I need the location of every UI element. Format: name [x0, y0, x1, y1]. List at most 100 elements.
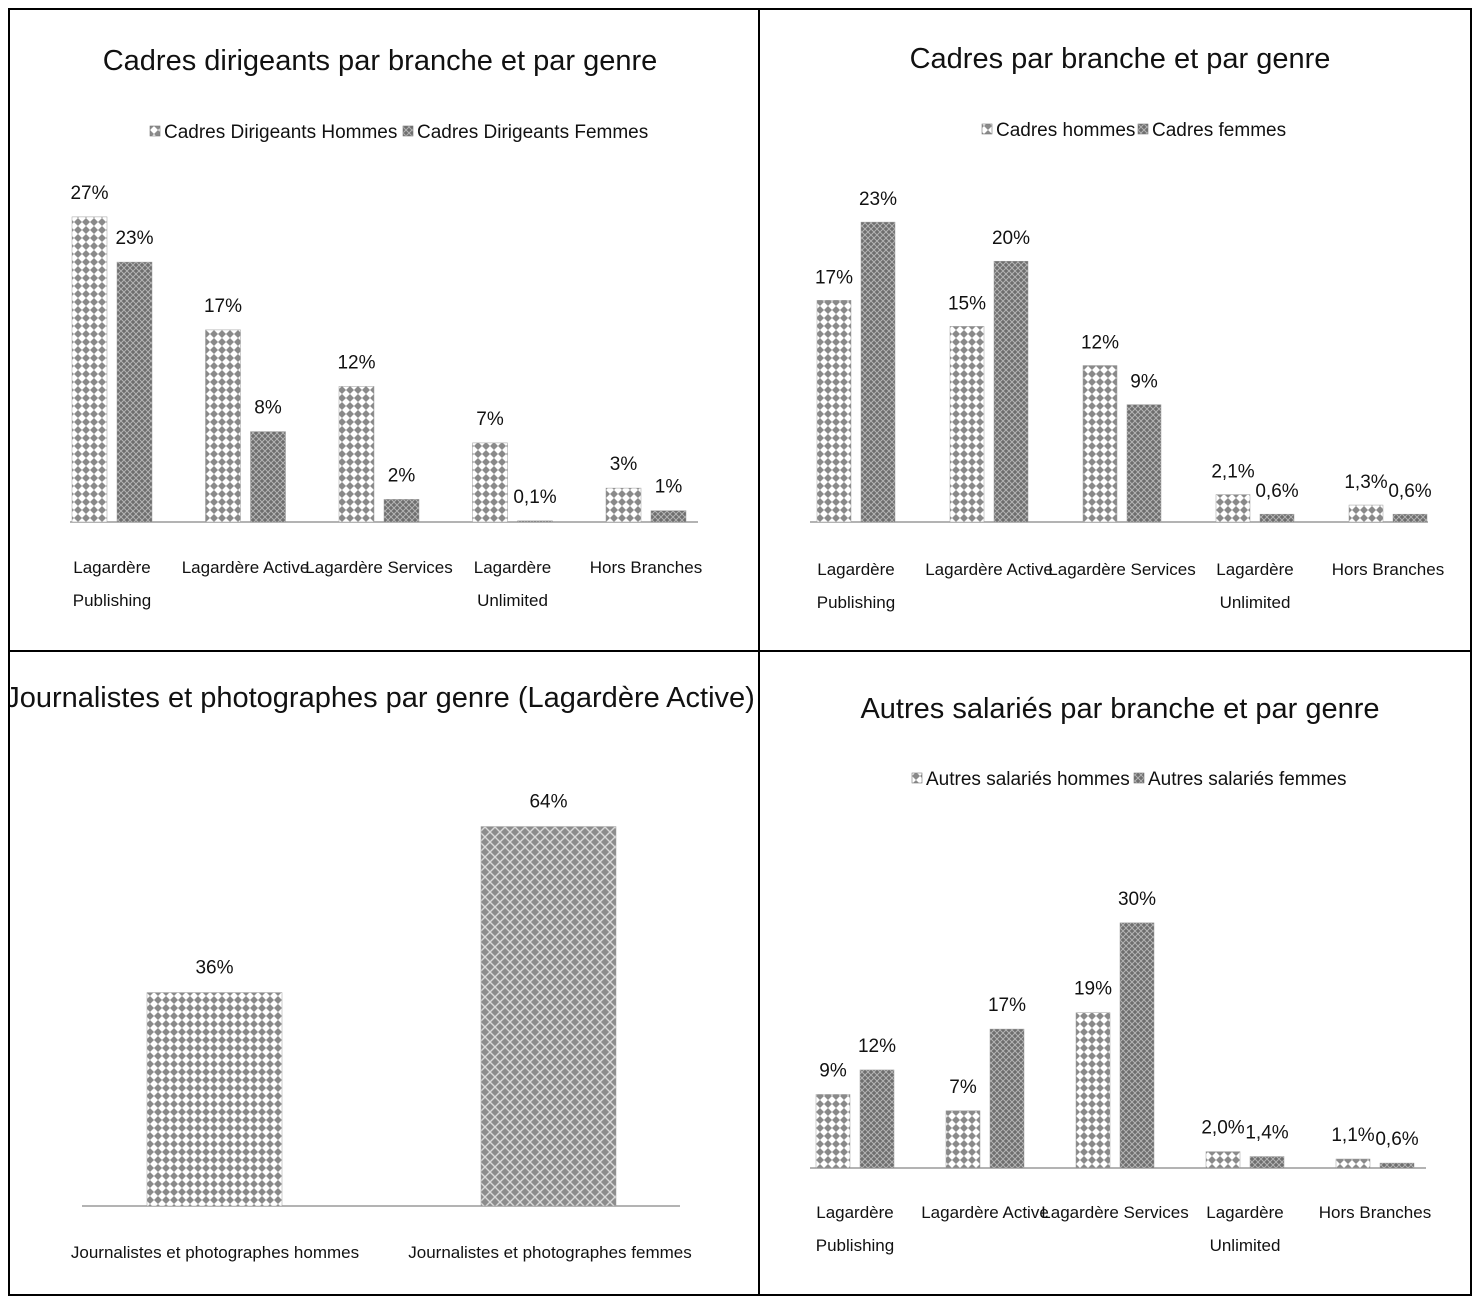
- category-label-lagardere-unlimited: Lagardère Unlimited: [474, 558, 552, 610]
- bar-cadres-femmes-lagardere-unlimited: [1259, 513, 1295, 523]
- category-label-journalistes-et-photographes-hommes: Journalistes et photographes hommes: [71, 1243, 359, 1262]
- data-label-autres-salaries-femmes-lagardere-unlimited: 1,4%: [1245, 1123, 1288, 1144]
- legend-label-cadres-hommes: Cadres hommes: [996, 120, 1135, 141]
- category-label-lagardere-publishing: Lagardère Publishing: [816, 1203, 894, 1255]
- data-label-cadres-femmes-hors-branches: 0,6%: [1388, 481, 1431, 502]
- category-label-lagardere-services: Lagardère Services: [1048, 560, 1195, 579]
- category-label-hors-branches: Hors Branches: [1319, 1203, 1431, 1222]
- legend-label-cadres-dirigeants-hommes: Cadres Dirigeants Hommes: [164, 122, 397, 143]
- bar-cadres-hommes-lagardere-active: [949, 326, 985, 523]
- bar-autres-salaries-femmes-lagardere-active: [989, 1028, 1025, 1169]
- legend-swatch-autres-salaries-hommes: [911, 772, 923, 784]
- data-label-cadres-hommes-lagardere-publishing: 17%: [815, 267, 853, 288]
- data-label-cadres-hommes-lagardere-unlimited: 2,1%: [1211, 462, 1254, 483]
- bar-autres-salaries-hommes-lagardere-services: [1075, 1012, 1111, 1169]
- bar-cadres-dirigeants-hommes-lagardere-publishing: [71, 216, 108, 523]
- bar-cadres-dirigeants-hommes-hors-branches: [605, 487, 642, 523]
- legend-label-autres-salaries-femmes: Autres salariés femmes: [1148, 769, 1347, 790]
- bar-cadres-dirigeants-femmes-hors-branches: [650, 510, 687, 523]
- category-label-hors-branches: Hors Branches: [590, 558, 702, 577]
- data-label-cadres-dirigeants-hommes-lagardere-active: 17%: [204, 296, 242, 317]
- data-label-cadres-dirigeants-hommes-lagardere-services: 12%: [337, 352, 375, 373]
- bar-cadres-hommes-lagardere-services: [1082, 365, 1118, 523]
- legend-label-cadres-dirigeants-femmes: Cadres Dirigeants Femmes: [417, 122, 648, 143]
- data-label-autres-salaries-hommes-lagardere-services: 19%: [1074, 979, 1112, 1000]
- chart-title: Autres salariés par branche et par genre: [860, 693, 1379, 725]
- frame-vertical-divider: [758, 8, 760, 1296]
- data-label-journalistes-et-photographes-hommes: 36%: [195, 958, 233, 979]
- data-label-cadres-dirigeants-hommes-hors-branches: 3%: [610, 454, 638, 475]
- category-label-lagardere-unlimited: Lagardère Unlimited: [1216, 560, 1294, 612]
- bar-cadres-hommes-lagardere-unlimited: [1215, 494, 1251, 523]
- bar-autres-salaries-hommes-lagardere-active: [945, 1110, 981, 1169]
- category-label-lagardere-unlimited: Lagardère Unlimited: [1206, 1203, 1284, 1255]
- data-label-cadres-femmes-lagardere-services: 9%: [1130, 372, 1158, 393]
- chart-panel-cadres: Cadres par branche et par genre Cadres ho…: [760, 10, 1470, 648]
- bar-cadres-dirigeants-femmes-lagardere-services: [383, 499, 420, 523]
- bar-autres-salaries-femmes-lagardere-publishing: [859, 1069, 895, 1169]
- bar-autres-salaries-femmes-hors-branches: [1379, 1162, 1415, 1169]
- legend-swatch-cadres-dirigeants-femmes: [402, 125, 414, 137]
- data-label-cadres-femmes-lagardere-unlimited: 0,6%: [1255, 481, 1298, 502]
- chart-panel-journalistes: Journalistes et photographes par genre (…: [10, 652, 756, 1296]
- bar-cadres-dirigeants-hommes-lagardere-unlimited: [472, 442, 508, 523]
- bar-cadres-femmes-lagardere-active: [993, 260, 1029, 523]
- bar-autres-salaries-hommes-lagardere-publishing: [815, 1094, 851, 1169]
- chart-panel-autres-salaries: Autres salariés par branche et par genre…: [760, 652, 1470, 1296]
- legend-swatch-cadres-dirigeants-hommes: [149, 125, 161, 137]
- chart-cadres: Cadres par branche et par genre Cadres ho…: [810, 43, 1444, 612]
- bar-autres-salaries-femmes-lagardere-services: [1119, 922, 1155, 1169]
- data-label-cadres-dirigeants-hommes-lagardere-publishing: 27%: [70, 183, 108, 204]
- chart-title: Journalistes et photographes par genre (…: [10, 682, 755, 714]
- data-label-autres-salaries-femmes-lagardere-services: 30%: [1118, 889, 1156, 910]
- category-label-lagardere-services: Lagardère Services: [1041, 1203, 1188, 1222]
- bar-cadres-dirigeants-femmes-lagardere-unlimited: [517, 520, 553, 523]
- bar-journalistes-et-photographes-femmes: [480, 826, 617, 1207]
- bar-cadres-dirigeants-hommes-lagardere-active: [205, 329, 241, 523]
- bar-autres-salaries-femmes-lagardere-unlimited: [1249, 1156, 1285, 1169]
- category-label-journalistes-et-photographes-femmes: Journalistes et photographes femmes: [408, 1243, 692, 1262]
- bar-cadres-hommes-lagardere-publishing: [816, 300, 852, 523]
- data-label-cadres-dirigeants-femmes-lagardere-active: 8%: [254, 398, 282, 419]
- chart-autres-salaries: Autres salariés par branche et par genre…: [810, 693, 1431, 1255]
- data-label-autres-salaries-femmes-hors-branches: 0,6%: [1375, 1129, 1418, 1150]
- data-label-cadres-hommes-lagardere-services: 12%: [1081, 333, 1119, 354]
- data-label-autres-salaries-hommes-lagardere-unlimited: 2,0%: [1201, 1118, 1244, 1139]
- bar-cadres-dirigeants-hommes-lagardere-services: [338, 386, 375, 523]
- data-label-autres-salaries-hommes-lagardere-active: 7%: [949, 1077, 977, 1098]
- legend-label-cadres-femmes: Cadres femmes: [1152, 120, 1286, 141]
- bar-cadres-femmes-lagardere-services: [1126, 404, 1162, 523]
- data-label-cadres-dirigeants-femmes-lagardere-services: 2%: [388, 465, 416, 486]
- chart-panel-cadres-dirigeants: Cadres dirigeants par branche et par gen…: [10, 10, 756, 648]
- chart-cadres-dirigeants: Cadres dirigeants par branche et par gen…: [70, 45, 702, 610]
- bar-autres-salaries-hommes-lagardere-unlimited: [1205, 1151, 1241, 1169]
- legend-label-autres-salaries-hommes: Autres salariés hommes: [926, 769, 1130, 790]
- data-label-cadres-dirigeants-femmes-hors-branches: 1%: [655, 477, 683, 498]
- data-label-cadres-hommes-lagardere-active: 15%: [948, 293, 986, 314]
- category-label-lagardere-active: Lagardère Active: [925, 560, 1053, 579]
- category-label-lagardere-services: Lagardère Services: [305, 558, 452, 577]
- category-label-hors-branches: Hors Branches: [1332, 560, 1444, 579]
- charts-frame: [8, 8, 1472, 1296]
- category-label-lagardere-active: Lagardère Active: [921, 1203, 1049, 1222]
- data-label-cadres-femmes-lagardere-publishing: 23%: [859, 189, 897, 210]
- data-label-cadres-dirigeants-hommes-lagardere-unlimited: 7%: [476, 409, 504, 430]
- legend-swatch-cadres-hommes: [981, 123, 993, 135]
- data-label-autres-salaries-hommes-hors-branches: 1,1%: [1331, 1125, 1374, 1146]
- frame-horizontal-divider: [8, 650, 1472, 652]
- bar-cadres-femmes-lagardere-publishing: [860, 221, 896, 523]
- bar-cadres-hommes-hors-branches: [1348, 504, 1384, 523]
- data-label-cadres-dirigeants-femmes-lagardere-unlimited: 0,1%: [513, 487, 556, 508]
- data-label-cadres-femmes-lagardere-active: 20%: [992, 228, 1030, 249]
- chart-journalistes: Journalistes et photographes par genre (…: [10, 682, 755, 1262]
- data-label-cadres-dirigeants-femmes-lagardere-publishing: 23%: [115, 228, 153, 249]
- legend-swatch-autres-salaries-femmes: [1133, 772, 1145, 784]
- data-label-autres-salaries-hommes-lagardere-publishing: 9%: [819, 1060, 847, 1081]
- bar-cadres-dirigeants-femmes-lagardere-publishing: [116, 261, 153, 523]
- bar-autres-salaries-hommes-hors-branches: [1335, 1158, 1371, 1169]
- data-label-autres-salaries-femmes-lagardere-active: 17%: [988, 995, 1026, 1016]
- category-label-lagardere-active: Lagardère Active: [182, 558, 310, 577]
- chart-title: Cadres par branche et par genre: [910, 43, 1331, 75]
- bar-cadres-femmes-hors-branches: [1392, 513, 1428, 523]
- data-label-cadres-hommes-hors-branches: 1,3%: [1344, 472, 1387, 493]
